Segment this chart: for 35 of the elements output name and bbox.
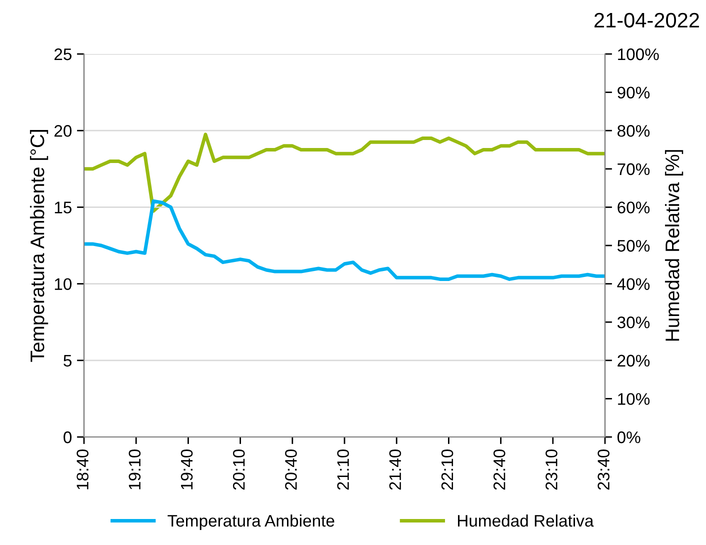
x-tick-label: 22:40 [493,449,506,490]
y2-tick-label: 70% [618,163,650,176]
y-tick-label: 15 [54,202,72,214]
x-tick-label: 21:40 [389,449,402,490]
y2-tick-label: 60% [618,202,650,214]
y2-tick-label: 0% [617,431,640,444]
legend-label: Humedad Relativa [458,514,594,527]
line-series [84,199,605,281]
y-tick-label: 20 [54,125,72,137]
x-tick-label: 19:10 [128,449,141,490]
x-tick-label: 21:10 [337,449,349,490]
y-tick-label: 5 [64,354,72,367]
x-tick-label: 18:40 [76,449,88,490]
y2-tick-label: 10% [618,393,650,405]
y2-tick-label: 100% [618,48,659,60]
y2-tick-label: 90% [618,86,650,99]
y-tick-label: 25 [54,48,72,60]
x-tick-label: 19:40 [180,449,193,490]
y-axis-title: Temperatura Ambiente [°C] [30,130,48,362]
y2-tick-label: 80% [618,125,650,137]
x-tick-label: 20:10 [232,449,245,490]
y-tick-label: 10 [54,278,72,290]
y2-tick-label: 20% [618,354,650,367]
x-tick-label: 23:10 [546,449,558,490]
y2-tick-label: 30% [617,316,650,328]
x-tick-label: 20:40 [285,449,297,490]
y-tick-label: 0 [64,431,72,444]
line-series [84,132,605,213]
x-tick-label: 22:10 [441,449,454,490]
x-tick-label: 23:40 [598,449,610,490]
legend-label: Temperatura Ambiente [168,514,334,530]
y2-axis-title: Humedad Relativa [%] [664,150,684,341]
y2-tick-label: 40% [617,278,650,290]
text: 21-04-2022 [594,12,699,28]
y2-tick-label: 50% [617,240,650,252]
